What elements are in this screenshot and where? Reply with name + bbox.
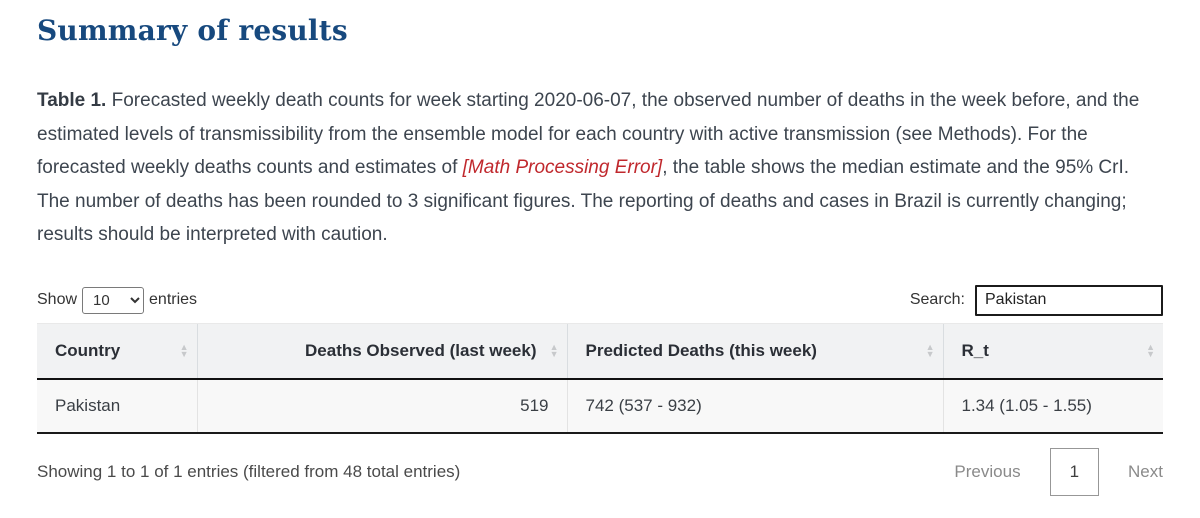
cell-country: Pakistan bbox=[37, 379, 197, 434]
caption-text-after-error: , the table shows the median estimate an… bbox=[37, 157, 1130, 245]
sort-icon: ▲ ▼ bbox=[1146, 341, 1155, 359]
column-header-rt-label: R_t bbox=[961, 340, 989, 360]
table-caption: Table 1. Forecasted weekly death counts … bbox=[37, 84, 1163, 252]
page-title: Summary of results bbox=[37, 14, 348, 47]
table-controls: Show 10 entries Search: bbox=[37, 284, 1163, 316]
sort-icon: ▲ ▼ bbox=[179, 341, 189, 359]
column-header-country[interactable]: Country ▲ ▼ bbox=[37, 322, 197, 380]
table-row: Pakistan 519 742 (537 - 932) 1.34 (1.05 … bbox=[37, 379, 1163, 434]
page-length-select[interactable]: 10 bbox=[82, 286, 145, 314]
caption-text-before-error: Forecasted weekly death counts for week … bbox=[37, 90, 1140, 178]
table-header-row: Country ▲ ▼ Deaths Observed (last week) ▲… bbox=[37, 322, 1163, 380]
cell-rt: 1.34 (1.05 - 1.55) bbox=[942, 379, 1163, 434]
show-label: Show bbox=[37, 291, 78, 308]
search-control: Search: bbox=[909, 284, 1163, 316]
sort-icon: ▲ ▼ bbox=[549, 341, 559, 359]
next-page-button[interactable]: Next bbox=[1128, 462, 1163, 481]
column-header-predicted-deaths-label: Predicted Deaths (this week) bbox=[585, 340, 817, 360]
math-processing-error: [Math Processing Error] bbox=[462, 157, 663, 178]
column-header-predicted-deaths[interactable]: Predicted Deaths (this week) ▲ ▼ bbox=[566, 322, 943, 380]
page-length-control: Show 10 entries bbox=[37, 286, 198, 314]
column-header-deaths-observed-label: Deaths Observed (last week) bbox=[305, 340, 537, 360]
table-info: Showing 1 to 1 of 1 entries (filtered fr… bbox=[37, 462, 461, 481]
table-footer: Showing 1 to 1 of 1 entries (filtered fr… bbox=[37, 448, 1163, 496]
table-caption-label: Table 1. bbox=[37, 90, 107, 111]
current-page-button[interactable]: 1 bbox=[1049, 448, 1100, 496]
pagination: Previous 1 Next bbox=[954, 448, 1163, 496]
results-table: Country ▲ ▼ Deaths Observed (last week) ▲… bbox=[37, 322, 1163, 434]
search-input[interactable] bbox=[975, 284, 1163, 316]
column-header-deaths-observed[interactable]: Deaths Observed (last week) ▲ ▼ bbox=[196, 322, 567, 380]
sort-icon: ▲ ▼ bbox=[925, 341, 935, 359]
column-header-rt[interactable]: R_t ▲ ▼ bbox=[942, 322, 1163, 380]
cell-predicted-deaths: 742 (537 - 932) bbox=[566, 379, 943, 434]
column-header-country-label: Country bbox=[55, 340, 121, 360]
entries-label: entries bbox=[149, 291, 198, 308]
cell-deaths-observed: 519 bbox=[196, 379, 567, 434]
previous-page-button[interactable]: Previous bbox=[954, 462, 1021, 481]
search-label: Search: bbox=[909, 291, 965, 308]
summary-page: Summary of results Table 1. Forecasted w… bbox=[37, 14, 1163, 496]
